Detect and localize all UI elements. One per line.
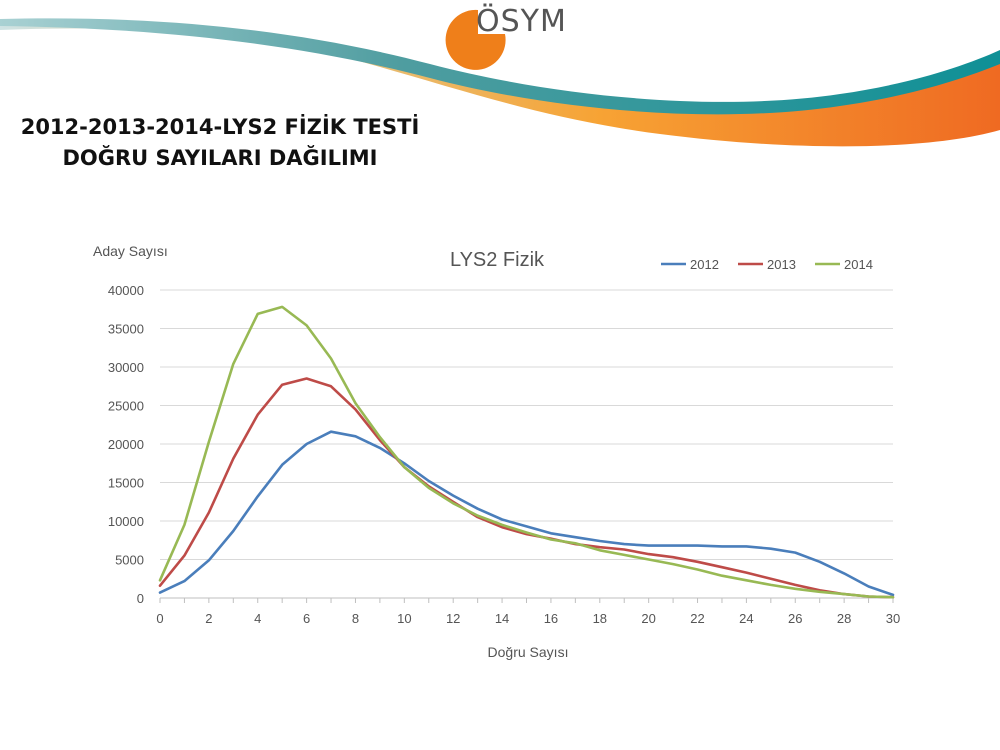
x-tick-label: 22	[690, 611, 704, 626]
x-tick-label: 20	[641, 611, 655, 626]
series-line-2012	[158, 430, 895, 597]
x-tick-label: 26	[788, 611, 802, 626]
x-tick-label: 28	[837, 611, 851, 626]
banner-teal-swoosh	[0, 18, 1000, 115]
x-tick-label: 0	[156, 611, 163, 626]
chart-title: LYS2 Fizik	[450, 249, 545, 271]
y-tick-label: 5000	[115, 553, 144, 568]
legend-label-2014: 2014	[844, 257, 873, 272]
page-title: 2012-2013-2014-LYS2 FİZİK TESTİ DOĞRU SA…	[0, 112, 440, 174]
legend-label-2012: 2012	[690, 257, 719, 272]
series-line-2014	[158, 305, 895, 599]
x-tick-label: 12	[446, 611, 460, 626]
logo-mark	[445, 9, 506, 70]
y-tick-label: 0	[137, 591, 144, 606]
y-tick-label: 15000	[108, 476, 144, 491]
x-tick-label: 30	[886, 611, 900, 626]
y-tick-label: 35000	[108, 322, 144, 337]
y-tick-label: 20000	[108, 437, 144, 452]
series-line-2013	[158, 377, 895, 599]
y-tick-label: 30000	[108, 360, 144, 375]
y-tick-label: 10000	[108, 514, 144, 529]
y-axis-title: Aday Sayısı	[93, 243, 168, 259]
osym-logo-text: ÖSYM	[476, 4, 567, 39]
x-tick-label: 16	[544, 611, 558, 626]
y-tick-label: 40000	[108, 283, 144, 298]
legend-label-2013: 2013	[767, 257, 796, 272]
x-tick-label: 10	[397, 611, 411, 626]
x-tick-label: 2	[205, 611, 212, 626]
y-tick-label: 25000	[108, 399, 144, 414]
x-tick-label: 4	[254, 611, 261, 626]
page-title-line-2: DOĞRU SAYILARI DAĞILIMI	[62, 146, 378, 170]
banner-orange-swoosh	[0, 22, 1000, 147]
page-title-line-1: 2012-2013-2014-LYS2 FİZİK TESTİ	[20, 115, 420, 139]
x-tick-label: 6	[303, 611, 310, 626]
x-tick-label: 14	[495, 611, 509, 626]
x-tick-label: 24	[739, 611, 753, 626]
x-tick-label: 18	[593, 611, 607, 626]
x-axis-title: Doğru Sayısı	[488, 644, 569, 660]
header-banner	[0, 9, 1000, 147]
x-tick-label: 8	[352, 611, 359, 626]
